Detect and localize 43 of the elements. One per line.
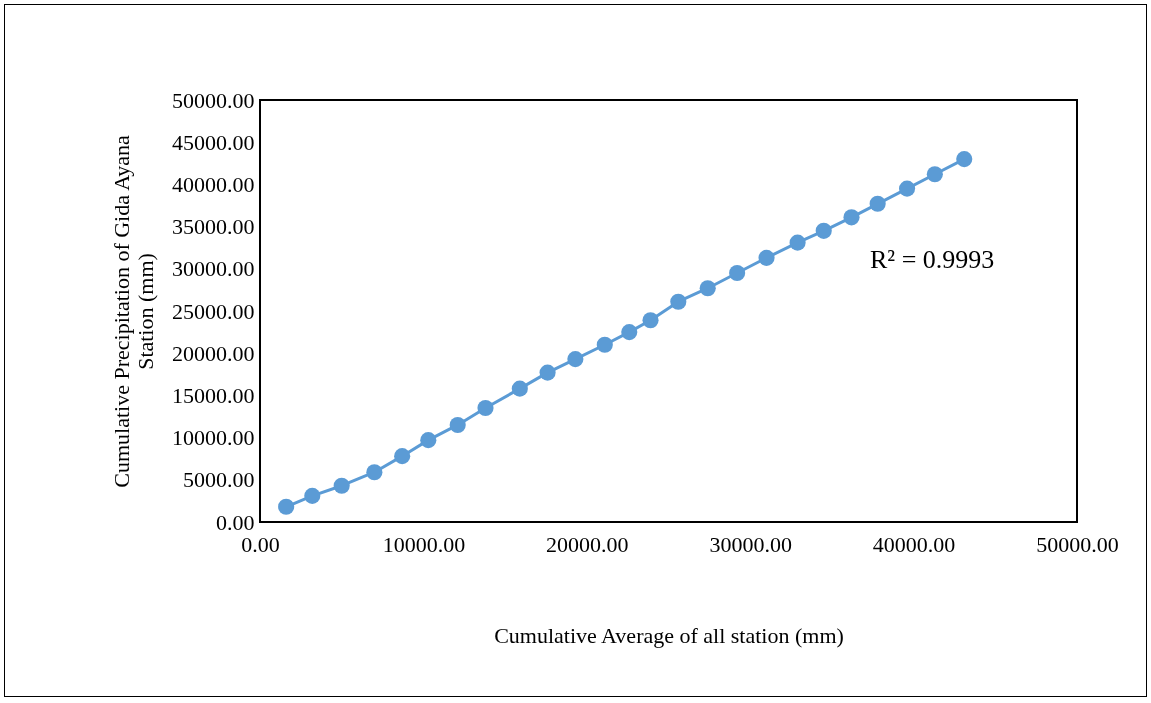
point: [304, 487, 321, 504]
y-tick-label: 5000.00: [183, 467, 255, 493]
x-tick-label: 10000.00: [382, 531, 466, 557]
y-tick-label: 15000.00: [172, 382, 255, 408]
point: [366, 464, 383, 481]
point: [758, 249, 775, 266]
point: [670, 293, 687, 310]
point: [869, 195, 886, 212]
y-tick-label: 25000.00: [172, 298, 255, 324]
x-tick-label: 40000.00: [872, 531, 956, 557]
point: [511, 380, 528, 397]
point: [642, 312, 659, 329]
y-axis-title: Cumulative Precipitation of Gida Ayana Station (mm): [109, 135, 158, 488]
point: [789, 234, 806, 251]
x-axis-title: Cumulative Average of all station (mm): [494, 622, 844, 648]
x-tick-label: 20000.00: [546, 531, 629, 557]
point: [926, 166, 943, 183]
point: [333, 477, 350, 494]
y-tick-label: 35000.00: [172, 214, 255, 240]
point: [278, 498, 295, 515]
point: [956, 151, 973, 168]
x-tick-label: 50000.00: [1036, 531, 1119, 557]
annotation: R² = 0.9993: [870, 245, 995, 274]
point: [815, 222, 832, 239]
y-tick-label: 30000.00: [172, 256, 255, 282]
point: [567, 351, 584, 368]
y-tick-label: 10000.00: [172, 425, 255, 451]
point: [843, 209, 860, 226]
point: [729, 264, 746, 282]
point: [420, 432, 437, 449]
y-tick-label: 45000.00: [172, 129, 255, 155]
point: [699, 280, 716, 297]
point: [621, 324, 638, 341]
point: [449, 416, 466, 433]
y-tick-label: 40000.00: [172, 171, 255, 197]
y-tick-label: 20000.00: [172, 340, 255, 366]
point: [394, 448, 411, 465]
point: [596, 336, 613, 353]
point: [539, 364, 556, 381]
point: [477, 400, 494, 417]
point: [899, 180, 916, 197]
y-tick-label: 50000.00: [172, 87, 255, 113]
x-tick-label: 30000.00: [709, 531, 792, 557]
